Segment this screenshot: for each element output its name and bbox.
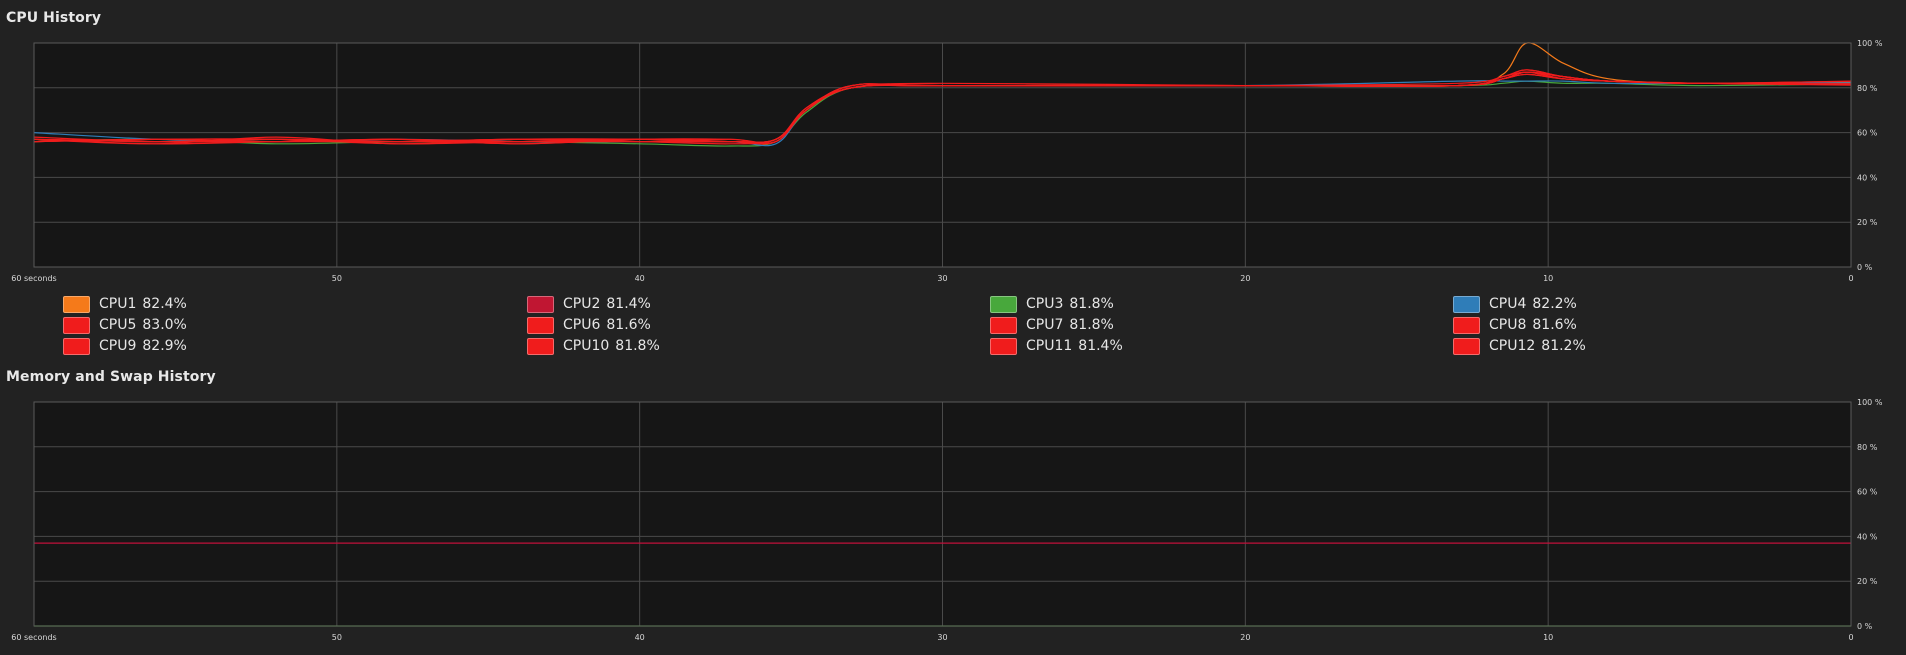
- memory-x-tick-label: 20: [1240, 633, 1250, 642]
- legend-item-cpu3[interactable]: CPU3 81.8%: [990, 294, 1114, 314]
- memory-x-tick-label: 50: [332, 633, 342, 642]
- color-swatch-cpu6[interactable]: [527, 316, 554, 334]
- color-swatch-cpu9[interactable]: [63, 337, 90, 355]
- legend-label: CPU7: [1026, 317, 1064, 333]
- legend-value: 83.0%: [142, 317, 187, 333]
- legend-item-cpu9[interactable]: CPU9 82.9%: [63, 336, 187, 356]
- legend-label: CPU4: [1489, 296, 1527, 312]
- legend-item-cpu4[interactable]: CPU4 82.2%: [1453, 294, 1577, 314]
- color-swatch-cpu7[interactable]: [990, 316, 1017, 334]
- legend-value: 82.4%: [142, 296, 187, 312]
- color-swatch-cpu3[interactable]: [990, 295, 1017, 313]
- legend-label: CPU9: [99, 338, 137, 354]
- series-line-cpu12: [33, 71, 1852, 145]
- legend-item-cpu7[interactable]: CPU7 81.8%: [990, 315, 1114, 335]
- memory-x-tick-label: 60 seconds: [11, 633, 56, 642]
- legend-item-cpu8[interactable]: CPU8 81.6%: [1453, 315, 1577, 335]
- legend-value: 81.8%: [615, 338, 660, 354]
- color-swatch-cpu4[interactable]: [1453, 295, 1480, 313]
- color-swatch-cpu11[interactable]: [990, 337, 1017, 355]
- legend-value: 81.6%: [606, 317, 651, 333]
- legend-label: CPU2: [563, 296, 601, 312]
- cpu-y-tick-label: 100 %: [1857, 39, 1883, 48]
- series-line-cpu11: [33, 71, 1852, 143]
- color-swatch-cpu1[interactable]: [63, 295, 90, 313]
- memory-y-tick-label: 60 %: [1857, 488, 1878, 497]
- legend-item-cpu12[interactable]: CPU12 81.2%: [1453, 336, 1586, 356]
- cpu-x-tick-label: 40: [635, 274, 645, 283]
- legend-item-cpu5[interactable]: CPU5 83.0%: [63, 315, 187, 335]
- legend-value: 82.9%: [142, 338, 187, 354]
- cpu-history-chart: 0 % 20 % 40 % 60 % 80 % 100 % 60 seconds 50 40 30…: [11, 39, 1883, 283]
- cpu-y-tick-label: 60 %: [1857, 129, 1878, 138]
- memory-swap-history-chart: 0 % 20 % 40 % 60 % 80 % 100 % 60 seconds 50 40 30…: [11, 398, 1883, 642]
- legend-value: 82.2%: [1532, 296, 1577, 312]
- memory-y-tick-label: 100 %: [1857, 398, 1883, 407]
- legend-label: CPU6: [563, 317, 601, 333]
- color-swatch-cpu8[interactable]: [1453, 316, 1480, 334]
- cpu-x-tick-label: 0: [1848, 274, 1853, 283]
- cpu-x-tick-label: 50: [332, 274, 342, 283]
- memory-plot-border: [33, 401, 1852, 627]
- legend-label: CPU1: [99, 296, 137, 312]
- legend-label: CPU5: [99, 317, 137, 333]
- cpu-y-tick-label: 80 %: [1857, 84, 1878, 93]
- cpu-y-tick-label: 20 %: [1857, 218, 1878, 227]
- color-swatch-cpu10[interactable]: [527, 337, 554, 355]
- cpu-legend: CPU1 82.4% CPU2 81.4% CPU3 81.8% CPU4 82.2% CPU5…: [0, 294, 1906, 360]
- cpu-y-tick-label: 0 %: [1857, 263, 1873, 272]
- cpu-x-tick-label: 60 seconds: [11, 274, 56, 283]
- memory-y-tick-label: 0 %: [1857, 622, 1873, 631]
- legend-value: 81.6%: [1532, 317, 1577, 333]
- legend-value: 81.8%: [1069, 296, 1114, 312]
- cpu-x-tick-label: 30: [937, 274, 947, 283]
- memory-x-tick-label: 0: [1848, 633, 1853, 642]
- memory-y-tick-label: 40 %: [1857, 532, 1878, 541]
- legend-label: CPU10: [563, 338, 610, 354]
- legend-value: 81.8%: [1069, 317, 1114, 333]
- legend-label: CPU11: [1026, 338, 1073, 354]
- legend-value: 81.4%: [1078, 338, 1123, 354]
- memory-x-tick-label: 30: [937, 633, 947, 642]
- cpu-x-tick-label: 10: [1543, 274, 1553, 283]
- legend-value: 81.4%: [606, 296, 651, 312]
- legend-item-cpu2[interactable]: CPU2 81.4%: [527, 294, 651, 314]
- color-swatch-cpu5[interactable]: [63, 316, 90, 334]
- legend-label: CPU8: [1489, 317, 1527, 333]
- memory-y-tick-label: 20 %: [1857, 577, 1878, 586]
- memory-x-tick-label: 40: [635, 633, 645, 642]
- color-swatch-cpu2[interactable]: [527, 295, 554, 313]
- color-swatch-cpu12[interactable]: [1453, 337, 1480, 355]
- memory-y-tick-label: 80 %: [1857, 443, 1878, 452]
- legend-item-cpu11[interactable]: CPU11 81.4%: [990, 336, 1123, 356]
- cpu-y-tick-label: 40 %: [1857, 173, 1878, 182]
- legend-label: CPU3: [1026, 296, 1064, 312]
- legend-label: CPU12: [1489, 338, 1536, 354]
- cpu-plot-border: [33, 42, 1852, 268]
- legend-item-cpu6[interactable]: CPU6 81.6%: [527, 315, 651, 335]
- memory-swap-history-title: Memory and Swap History: [6, 369, 216, 385]
- memory-x-tick-label: 10: [1543, 633, 1553, 642]
- cpu-history-title: CPU History: [6, 10, 102, 26]
- legend-value: 81.2%: [1541, 338, 1586, 354]
- legend-item-cpu10[interactable]: CPU10 81.8%: [527, 336, 660, 356]
- legend-item-cpu1[interactable]: CPU1 82.4%: [63, 294, 187, 314]
- cpu-x-tick-label: 20: [1240, 274, 1250, 283]
